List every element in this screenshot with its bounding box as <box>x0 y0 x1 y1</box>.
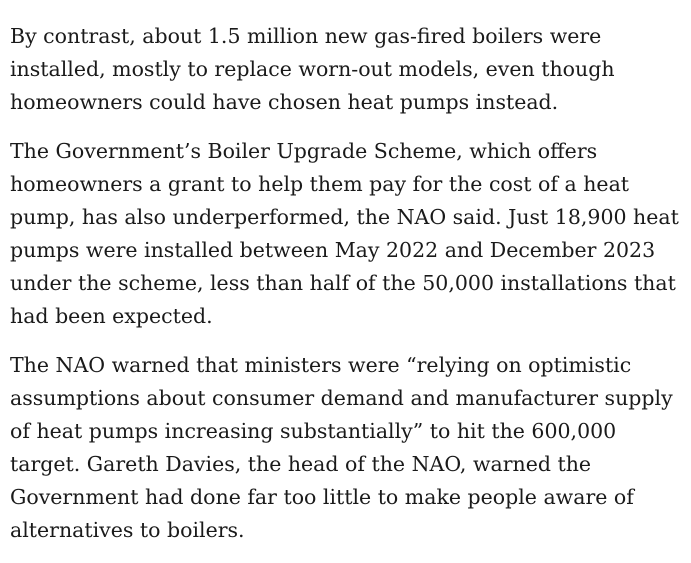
text-line: pump, has also underperformed, the NAO s… <box>10 205 679 229</box>
paragraph: The NAO warned that ministers were “rely… <box>10 349 691 547</box>
text-line: installed, mostly to replace worn-out mo… <box>10 57 615 81</box>
text-line: The Government’s Boiler Upgrade Scheme, … <box>10 139 598 163</box>
text-line: By contrast, about 1.5 million new gas-f… <box>10 24 602 48</box>
text-line: Government had done far too little to ma… <box>10 485 634 509</box>
text-line: under the scheme, less than half of the … <box>10 271 676 295</box>
paragraph: By contrast, about 1.5 million new gas-f… <box>10 20 691 119</box>
text-line: The NAO warned that ministers were “rely… <box>10 353 632 377</box>
article: By contrast, about 1.5 million new gas-f… <box>10 20 691 547</box>
paragraph: The Government’s Boiler Upgrade Scheme, … <box>10 135 691 333</box>
text-line: alternatives to boilers. <box>10 518 245 542</box>
text-line: pumps were installed between May 2022 an… <box>10 238 656 262</box>
text-line: homeowners a grant to help them pay for … <box>10 172 630 196</box>
text-line: assumptions about consumer demand and ma… <box>10 386 673 410</box>
text-line: of heat pumps increasing substantially” … <box>10 419 617 443</box>
text-line: homeowners could have chosen heat pumps … <box>10 90 559 114</box>
text-line: target. Gareth Davies, the head of the N… <box>10 452 592 476</box>
text-line: had been expected. <box>10 304 213 328</box>
